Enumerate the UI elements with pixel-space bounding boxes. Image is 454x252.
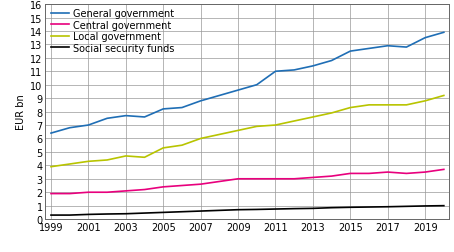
Social security funds: [86, 213, 91, 216]
Social security funds: [348, 206, 353, 209]
Local government: [366, 104, 372, 107]
Central government: [235, 178, 241, 181]
Social security funds: [404, 205, 409, 208]
Central government: [161, 185, 166, 188]
Social security funds: [67, 214, 73, 217]
Social security funds: [217, 209, 222, 212]
Social security funds: [422, 205, 428, 208]
Local government: [217, 133, 222, 136]
Local government: [329, 112, 334, 115]
Social security funds: [123, 212, 128, 215]
Local government: [48, 166, 54, 169]
Central government: [348, 172, 353, 175]
Central government: [422, 171, 428, 174]
Local government: [235, 129, 241, 132]
General government: [273, 71, 278, 74]
General government: [329, 60, 334, 63]
Local government: [67, 163, 73, 166]
General government: [179, 107, 185, 110]
General government: [310, 65, 316, 68]
General government: [217, 94, 222, 98]
General government: [48, 132, 54, 135]
Line: General government: General government: [51, 33, 444, 134]
Local government: [179, 144, 185, 147]
Social security funds: [273, 208, 278, 211]
Social security funds: [142, 212, 147, 215]
Social security funds: [235, 208, 241, 211]
Central government: [48, 192, 54, 195]
General government: [198, 100, 203, 103]
Central government: [104, 191, 110, 194]
Local government: [161, 147, 166, 150]
General government: [291, 69, 297, 72]
Local government: [385, 104, 390, 107]
General government: [366, 48, 372, 51]
Central government: [86, 191, 91, 194]
Legend: General government, Central government, Local government, Social security funds: General government, Central government, …: [49, 7, 176, 55]
Central government: [404, 172, 409, 175]
General government: [86, 124, 91, 127]
Local government: [86, 160, 91, 163]
Social security funds: [310, 207, 316, 210]
Line: Social security funds: Social security funds: [51, 206, 444, 215]
Central government: [254, 178, 260, 181]
General government: [123, 115, 128, 118]
Central government: [329, 175, 334, 178]
General government: [161, 108, 166, 111]
Central government: [142, 188, 147, 191]
Central government: [198, 183, 203, 186]
Social security funds: [385, 205, 390, 208]
Central government: [366, 172, 372, 175]
General government: [422, 37, 428, 40]
Social security funds: [48, 214, 54, 217]
Central government: [310, 176, 316, 179]
Local government: [441, 94, 447, 98]
General government: [67, 127, 73, 130]
Central government: [273, 178, 278, 181]
Central government: [291, 178, 297, 181]
General government: [254, 84, 260, 87]
General government: [385, 45, 390, 48]
Social security funds: [366, 206, 372, 209]
Social security funds: [254, 208, 260, 211]
Central government: [441, 168, 447, 171]
Local government: [123, 155, 128, 158]
Local government: [310, 116, 316, 119]
Local government: [404, 104, 409, 107]
General government: [235, 89, 241, 92]
Y-axis label: EUR bn: EUR bn: [16, 94, 26, 130]
Local government: [348, 107, 353, 110]
Central government: [67, 192, 73, 195]
Line: Central government: Central government: [51, 170, 444, 194]
Local government: [104, 159, 110, 162]
Central government: [179, 184, 185, 187]
General government: [441, 32, 447, 35]
Local government: [254, 125, 260, 128]
Social security funds: [441, 204, 447, 207]
Local government: [142, 156, 147, 159]
Social security funds: [329, 206, 334, 209]
Central government: [385, 171, 390, 174]
Local government: [198, 137, 203, 140]
Social security funds: [179, 210, 185, 213]
Social security funds: [161, 211, 166, 214]
General government: [142, 116, 147, 119]
Local government: [422, 100, 428, 103]
Social security funds: [104, 213, 110, 216]
Central government: [217, 180, 222, 183]
Local government: [291, 120, 297, 123]
General government: [404, 46, 409, 49]
Line: Local government: Local government: [51, 96, 444, 167]
Social security funds: [198, 210, 203, 213]
General government: [348, 50, 353, 53]
Social security funds: [291, 207, 297, 210]
Local government: [273, 124, 278, 127]
General government: [104, 117, 110, 120]
Central government: [123, 190, 128, 193]
